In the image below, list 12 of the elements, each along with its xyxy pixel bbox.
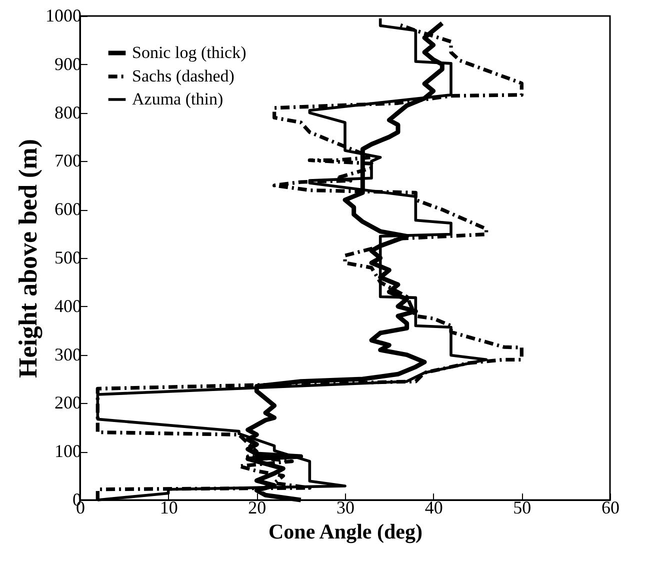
x-tick-label: 50	[513, 498, 532, 518]
x-tick-label: 60	[602, 498, 620, 518]
x-axis-title: Cone Angle (deg)	[268, 520, 422, 544]
x-tick-label: 30	[336, 498, 354, 518]
legend-label: Sonic log (thick)	[132, 43, 246, 62]
y-axis-title: Height above bed (m)	[14, 138, 42, 378]
x-tick-label: 40	[424, 498, 443, 518]
y-tick-label: 1000	[46, 6, 82, 26]
legend-label: Sachs (dashed)	[132, 66, 234, 86]
legend-label: Azuma (thin)	[132, 90, 224, 108]
x-tick-label: 20	[248, 498, 266, 518]
x-tick-label: 10	[160, 498, 178, 518]
